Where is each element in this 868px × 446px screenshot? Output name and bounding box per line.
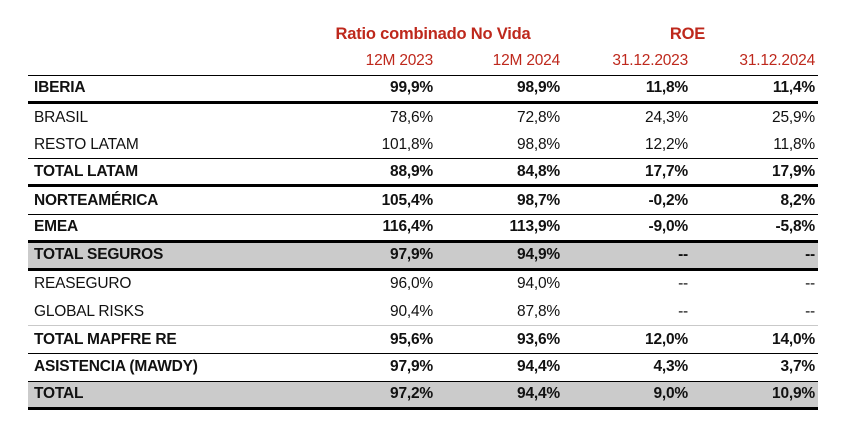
table-row: EMEA 116,4% 113,9% -9,0% -5,8% [28, 215, 818, 243]
table-row: TOTAL LATAM 88,9% 84,8% 17,7% 17,9% [28, 159, 818, 188]
cell-value: 11,4% [772, 79, 815, 97]
cell-value: 113,9% [509, 218, 560, 236]
cell-value: 94,9% [517, 246, 560, 264]
cell-value: -5,8% [775, 218, 816, 236]
row-label: ASISTENCIA (MAWDY) [34, 358, 198, 376]
cell-value: 11,8% [645, 79, 688, 97]
cell-value: -9,0% [648, 218, 689, 236]
column-header-12m-2023: 12M 2023 [365, 52, 434, 69]
cell-value: 95,6% [390, 330, 433, 348]
row-label: REASEGURO [34, 275, 132, 293]
cell-value: 24,3% [645, 108, 688, 126]
cell-value: 97,2% [390, 385, 433, 403]
cell-value: 8,2% [780, 191, 815, 209]
cell-value: 11,8% [773, 135, 815, 153]
row-label: TOTAL SEGUROS [34, 246, 164, 264]
row-label: RESTO LATAM [34, 135, 139, 153]
table-row: TOTAL 97,2% 94,4% 9,0% 10,9% [28, 381, 818, 410]
combined-ratio-roe-table: Ratio combinado No Vida ROE 12M 2023 12M… [28, 22, 818, 410]
table-column-header-row: 12M 2023 12M 2024 31.12.2023 31.12.2024 [28, 47, 818, 76]
cell-value: 17,7% [645, 162, 688, 180]
row-label: BRASIL [34, 108, 88, 126]
table-row: ASISTENCIA (MAWDY) 97,9% 94,4% 4,3% 3,7% [28, 354, 818, 382]
table-row: TOTAL SEGUROS 97,9% 94,9% -- -- [28, 242, 818, 271]
row-label: GLOBAL RISKS [34, 302, 144, 320]
cell-value: 4,3% [653, 358, 688, 376]
cell-value: 98,9% [517, 79, 560, 97]
table-row: GLOBAL RISKS 90,4% 87,8% -- -- [28, 298, 818, 327]
cell-value: 3,7% [780, 358, 815, 376]
row-label: EMEA [34, 218, 78, 236]
cell-value: 116,4% [382, 218, 433, 236]
cell-value: 84,8% [517, 162, 560, 180]
row-label: IBERIA [34, 79, 86, 97]
cell-value: 12,0% [645, 330, 688, 348]
table-row: TOTAL MAPFRE RE 95,6% 93,6% 12,0% 14,0% [28, 326, 818, 354]
cell-value: 94,4% [517, 358, 560, 376]
cell-value: 10,9% [772, 385, 815, 403]
cell-value: 94,4% [517, 385, 560, 403]
row-label: NORTEAMÉRICA [34, 191, 159, 209]
table-row: RESTO LATAM 101,8% 98,8% 12,2% 11,8% [28, 132, 818, 160]
column-header-31-12-2024: 31.12.2024 [739, 52, 815, 69]
table-row: REASEGURO 96,0% 94,0% -- -- [28, 271, 818, 299]
cell-value: 90,4% [390, 302, 433, 320]
group-header-ratio-combinado: Ratio combinado No Vida [335, 25, 531, 43]
cell-value: 99,9% [390, 79, 433, 97]
cell-value: -- [805, 275, 815, 293]
table-row: IBERIA 99,9% 98,9% 11,8% 11,4% [28, 76, 818, 104]
cell-value: 96,0% [390, 275, 433, 293]
cell-value: 9,0% [653, 385, 688, 403]
cell-value: 98,7% [517, 191, 560, 209]
cell-value: 88,9% [390, 162, 433, 180]
cell-value: 105,4% [381, 191, 434, 209]
cell-value: -- [805, 246, 815, 264]
cell-value: 97,9% [390, 358, 433, 376]
cell-value: 17,9% [772, 162, 815, 180]
cell-value: -0,2% [648, 191, 689, 209]
row-label: TOTAL LATAM [34, 162, 138, 180]
cell-value: -- [678, 275, 688, 293]
column-header-12m-2024: 12M 2024 [492, 52, 561, 69]
cell-value: 72,8% [517, 108, 560, 126]
cell-value: -- [678, 302, 688, 320]
cell-value: 101,8% [381, 135, 434, 153]
cell-value: 93,6% [517, 330, 560, 348]
cell-value: 12,2% [645, 135, 688, 153]
row-label: TOTAL [34, 385, 84, 403]
cell-value: -- [678, 246, 688, 264]
cell-value: 25,9% [772, 108, 815, 126]
cell-value: 87,8% [517, 302, 560, 320]
cell-value: 78,6% [390, 108, 433, 126]
cell-value: 94,0% [517, 275, 560, 293]
group-header-roe: ROE [669, 25, 706, 43]
cell-value: 98,8% [517, 135, 560, 153]
column-header-31-12-2023: 31.12.2023 [612, 52, 688, 69]
cell-value: -- [805, 302, 815, 320]
table-row: BRASIL 78,6% 72,8% 24,3% 25,9% [28, 104, 818, 132]
cell-value: 14,0% [772, 330, 815, 348]
cell-value: 97,9% [390, 246, 433, 264]
table-row: NORTEAMÉRICA 105,4% 98,7% -0,2% 8,2% [28, 187, 818, 215]
table-body: IBERIA 99,9% 98,9% 11,8% 11,4% BRASIL 78… [28, 76, 818, 410]
row-label: TOTAL MAPFRE RE [34, 330, 177, 348]
table-group-header-row: Ratio combinado No Vida ROE [28, 22, 818, 47]
